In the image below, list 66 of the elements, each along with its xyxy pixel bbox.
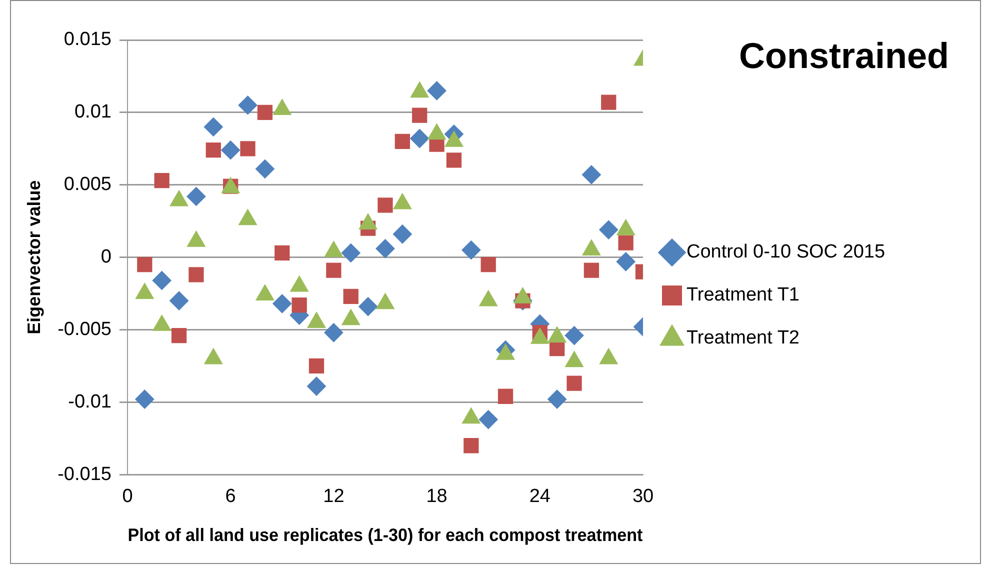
point [584, 262, 600, 278]
point [308, 358, 324, 374]
point [462, 240, 481, 260]
point [412, 108, 428, 123]
point [343, 288, 358, 304]
point [498, 388, 514, 404]
legend-label: Treatment T2 [686, 328, 800, 349]
point [392, 224, 412, 244]
x-tick-label: 24 [529, 486, 551, 508]
point [206, 142, 221, 158]
point [378, 198, 393, 213]
x-axis-title: Plot of all land use replicates (1-30) for each compost treatment [128, 524, 643, 546]
legend-label: Treatment T1 [686, 284, 800, 306]
point [446, 152, 462, 168]
point [135, 390, 154, 409]
point [204, 117, 223, 136]
point [188, 267, 204, 282]
legend-label: Control 0-10 SOC 2015 [686, 242, 886, 263]
x-tick-label: 0 [122, 486, 133, 508]
point [480, 256, 496, 272]
point [566, 376, 582, 391]
point [152, 270, 172, 290]
point [376, 239, 395, 258]
point [427, 81, 446, 100]
point [170, 291, 189, 310]
y-tick-label: -0.005 [58, 318, 112, 340]
point [478, 410, 498, 430]
point [599, 220, 618, 240]
text: Constrained [738, 34, 949, 76]
point [274, 245, 290, 261]
point [240, 141, 256, 156]
point [341, 243, 360, 262]
point [410, 129, 430, 148]
x-tick-label: 6 [225, 486, 236, 508]
point [137, 256, 152, 272]
point [272, 294, 292, 314]
point [154, 172, 170, 188]
point [564, 326, 584, 346]
point [324, 323, 344, 342]
point [326, 262, 342, 278]
x-tick-label: 18 [426, 486, 448, 508]
point [221, 140, 240, 160]
x-tick-label: 12 [323, 486, 344, 508]
point [582, 165, 601, 184]
point [618, 235, 634, 250]
y-axis-title: Eigenvector value [24, 180, 44, 334]
y-tick-label: -0.015 [58, 464, 112, 485]
y-tick-label: 0.01 [74, 102, 112, 123]
y-tick-label: -0.01 [68, 391, 112, 412]
point [307, 376, 326, 396]
point [464, 438, 479, 454]
y-tick-label: 0.005 [64, 174, 112, 196]
point [601, 94, 616, 110]
point [171, 328, 187, 344]
point [255, 159, 274, 178]
point [548, 390, 567, 409]
y-tick-label: 0.015 [64, 29, 112, 50]
y-tick-label: 0 [100, 246, 112, 268]
point [358, 297, 378, 316]
point [616, 252, 636, 272]
point [394, 134, 410, 149]
point [292, 298, 307, 313]
point [186, 186, 206, 206]
x-tick-label: 30 [632, 486, 654, 508]
point [238, 96, 258, 115]
point [257, 104, 273, 120]
